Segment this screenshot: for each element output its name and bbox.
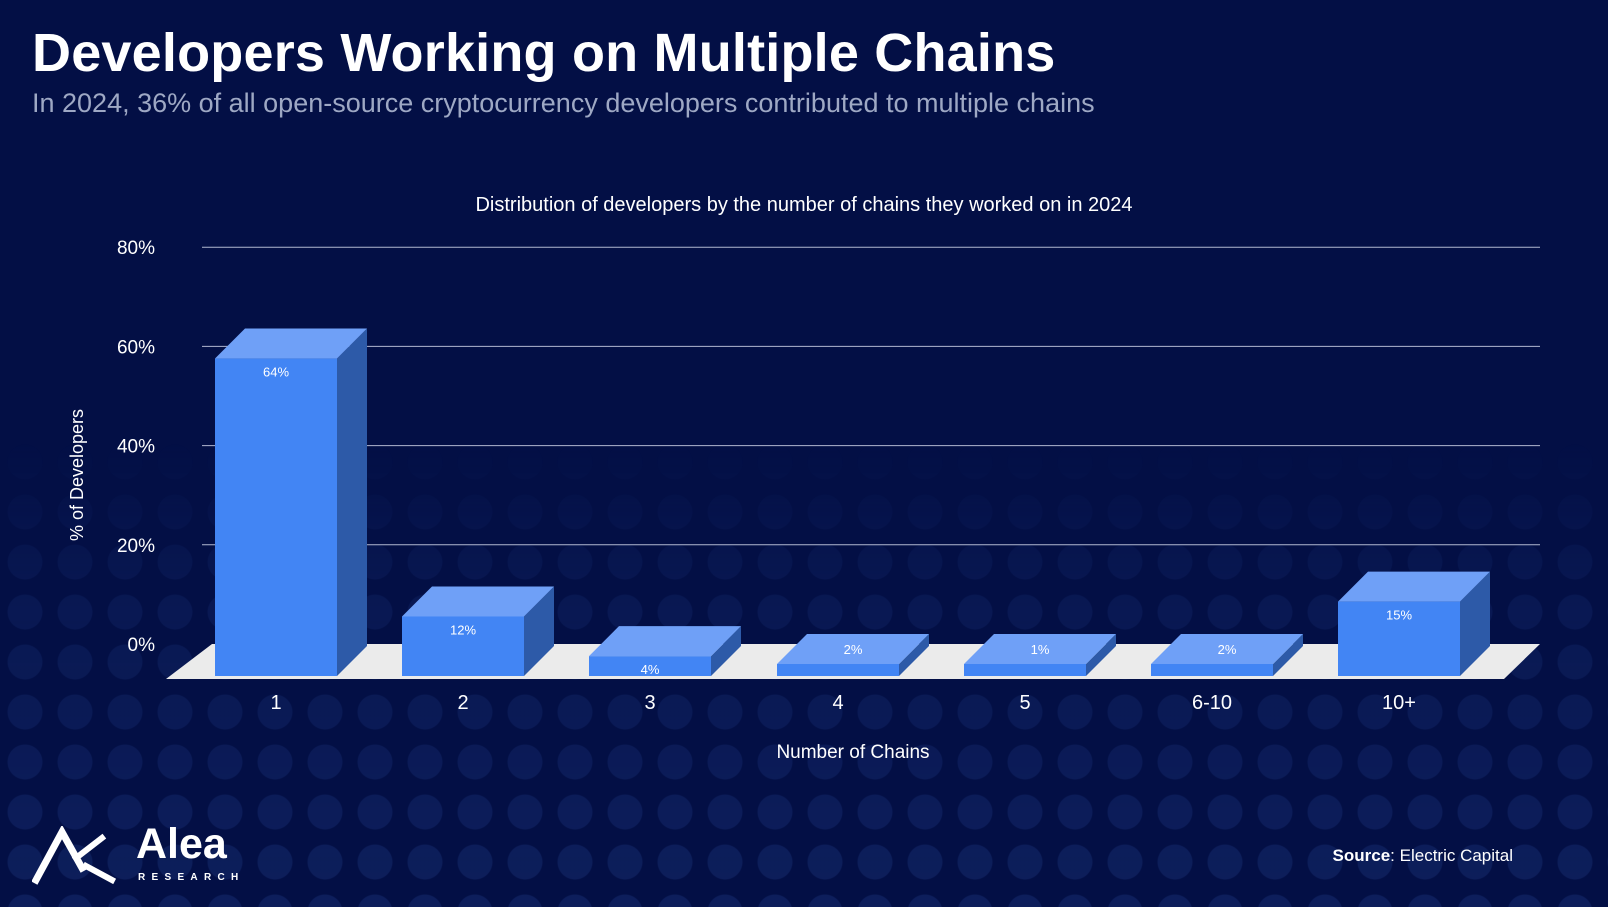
bar-front bbox=[402, 616, 524, 676]
y-tick-label: 0% bbox=[128, 635, 156, 656]
bar-2 bbox=[402, 586, 554, 676]
alea-logo: Alea RESEARCH bbox=[32, 820, 262, 890]
source-note: Source: Electric Capital bbox=[1333, 846, 1513, 866]
chart-title: Distribution of developers by the number… bbox=[475, 194, 1132, 216]
source-label: Source bbox=[1332, 846, 1391, 865]
bar-value-label: 15% bbox=[1386, 608, 1412, 623]
bar-3 bbox=[589, 626, 741, 676]
bar-10+ bbox=[1338, 571, 1490, 676]
bar-value-label: 4% bbox=[641, 662, 660, 677]
alea-mark-icon bbox=[32, 826, 117, 885]
bar-side bbox=[337, 328, 367, 676]
source-value: : Electric Capital bbox=[1390, 846, 1513, 865]
bar-value-label: 64% bbox=[263, 365, 289, 380]
bar-side bbox=[1273, 634, 1303, 676]
x-axis-title: Number of Chains bbox=[776, 742, 929, 763]
bar-top bbox=[402, 586, 554, 617]
bar-front bbox=[215, 358, 337, 676]
logo-wordmark: Alea bbox=[136, 820, 227, 868]
bar-value-label: 2% bbox=[844, 642, 863, 657]
bar-5 bbox=[964, 634, 1116, 676]
x-tick-label: 6-10 bbox=[1192, 692, 1232, 714]
y-tick-label: 60% bbox=[117, 337, 155, 358]
bar-6-10 bbox=[1151, 634, 1303, 676]
bar-value-label: 2% bbox=[1218, 642, 1237, 657]
y-axis-title: % of Developers bbox=[67, 409, 87, 541]
x-tick-label: 4 bbox=[832, 692, 843, 714]
bar-1 bbox=[215, 328, 367, 676]
page-subtitle: In 2024, 36% of all open-source cryptocu… bbox=[32, 88, 1095, 118]
y-tick-label: 20% bbox=[117, 536, 155, 557]
x-tick-label: 2 bbox=[457, 692, 468, 714]
bar-front bbox=[777, 664, 899, 676]
x-tick-label: 5 bbox=[1019, 692, 1030, 714]
bar-top bbox=[1338, 571, 1490, 602]
bar-4 bbox=[777, 634, 929, 676]
bar-side bbox=[524, 586, 554, 676]
bar-front bbox=[1338, 601, 1460, 676]
bar-front bbox=[589, 656, 711, 676]
bar-top bbox=[1151, 634, 1303, 664]
y-tick-label: 40% bbox=[117, 437, 155, 458]
bar-top bbox=[964, 634, 1116, 664]
y-tick-label: 80% bbox=[117, 238, 155, 259]
logo-subtitle: RESEARCH bbox=[138, 872, 245, 883]
bar-top bbox=[589, 626, 741, 657]
bar-top bbox=[215, 328, 367, 359]
x-tick-label: 3 bbox=[644, 692, 655, 714]
bar-value-label: 1% bbox=[1031, 642, 1050, 657]
bar-value-label: 12% bbox=[450, 622, 476, 637]
bar-side bbox=[711, 626, 741, 676]
bar-front bbox=[964, 664, 1086, 676]
x-tick-label: 1 bbox=[270, 692, 281, 714]
x-tick-label: 10+ bbox=[1382, 692, 1416, 714]
page-title: Developers Working on Multiple Chains bbox=[32, 23, 1056, 83]
bar-side bbox=[1086, 634, 1116, 676]
bar-top bbox=[777, 634, 929, 664]
bar-front bbox=[1151, 664, 1273, 676]
bar-side bbox=[899, 634, 929, 676]
bar-side bbox=[1460, 571, 1490, 676]
